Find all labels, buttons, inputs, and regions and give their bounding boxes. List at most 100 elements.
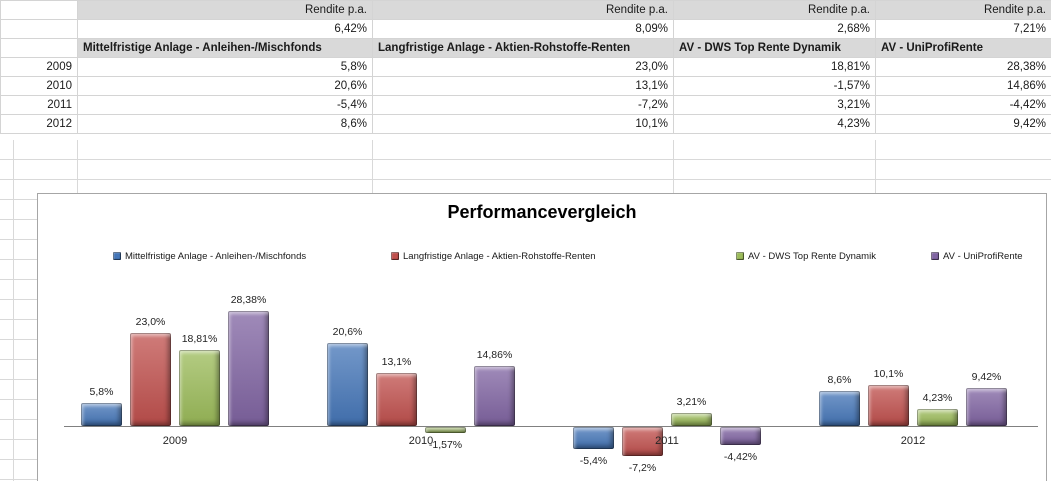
bar-label: -4,42% xyxy=(723,451,758,463)
legend-marker-icon xyxy=(736,252,744,260)
gridline-col-c xyxy=(372,140,373,193)
gridline-col-a xyxy=(13,140,14,481)
gridline-col-b xyxy=(77,140,78,193)
cell-value[interactable]: 5,8% xyxy=(77,57,373,77)
cell-rendite-value[interactable]: 6,42% xyxy=(77,19,373,39)
bar[interactable] xyxy=(720,427,761,445)
cell-value[interactable]: 28,38% xyxy=(875,57,1051,77)
legend-marker-icon xyxy=(113,252,121,260)
table-row: 6,42% 8,09% 2,68% 7,21% xyxy=(0,19,1051,39)
legend-marker-icon xyxy=(391,252,399,260)
bar-label: -5,4% xyxy=(579,455,608,467)
bar-label: 18,81% xyxy=(181,333,218,345)
legend-label: Mittelfristige Anlage - Anleihen-/Mischf… xyxy=(125,250,307,262)
x-axis-line xyxy=(64,426,1038,427)
legend-item[interactable]: AV - UniProfiRente xyxy=(931,250,1023,262)
cell-rendite-label[interactable]: Rendite p.a. xyxy=(77,0,373,20)
bar-label: -1,57% xyxy=(428,439,463,451)
bar[interactable] xyxy=(228,311,269,426)
cell-column-header[interactable]: Mittelfristige Anlage - Anleihen-/Mischf… xyxy=(77,38,373,58)
bar-label: 14,86% xyxy=(476,349,513,361)
bar[interactable] xyxy=(376,373,417,426)
bar-label: -7,2% xyxy=(628,462,657,474)
legend-label: Langfristige Anlage - Aktien-Rohstoffe-R… xyxy=(403,250,596,262)
cell-value[interactable]: 14,86% xyxy=(875,76,1051,96)
cell-rendite-value[interactable]: 8,09% xyxy=(372,19,674,39)
bar[interactable] xyxy=(327,343,368,426)
bar[interactable] xyxy=(868,385,909,426)
legend-item[interactable]: Mittelfristige Anlage - Anleihen-/Mischf… xyxy=(113,250,306,262)
bar[interactable] xyxy=(622,427,663,456)
chart-title: Performancevergleich xyxy=(447,202,637,222)
cell-rendite-label[interactable]: Rendite p.a. xyxy=(673,0,876,20)
cell-value[interactable]: 4,23% xyxy=(673,114,876,134)
performance-chart[interactable]: Performancevergleich Mittelfristige Anla… xyxy=(37,193,1047,481)
cell-value[interactable]: -7,2% xyxy=(372,95,674,115)
cell-value[interactable]: 10,1% xyxy=(372,114,674,134)
bar[interactable] xyxy=(179,350,220,426)
cell-column-header[interactable]: AV - UniProfiRente xyxy=(875,38,1051,58)
data-table: Rendite p.a. Rendite p.a. Rendite p.a. R… xyxy=(0,0,1051,134)
table-row: 2010 20,6% 13,1% -1,57% 14,86% xyxy=(0,76,1051,96)
cell-value[interactable]: 13,1% xyxy=(372,76,674,96)
bar-label: 9,42% xyxy=(971,371,1002,383)
cell-column-header[interactable]: Langfristige Anlage - Aktien-Rohstoffe-R… xyxy=(372,38,674,58)
bar[interactable] xyxy=(573,427,614,449)
table-row: 2011 -5,4% -7,2% 3,21% -4,42% xyxy=(0,95,1051,115)
cell-value[interactable]: 3,21% xyxy=(673,95,876,115)
legend-item[interactable]: Langfristige Anlage - Aktien-Rohstoffe-R… xyxy=(391,250,596,262)
cell-value[interactable]: 23,0% xyxy=(372,57,674,77)
cell-rendite-label[interactable]: Rendite p.a. xyxy=(875,0,1051,20)
bar-label: 8,6% xyxy=(827,374,852,386)
cell-value[interactable]: -1,57% xyxy=(673,76,876,96)
legend-marker-icon xyxy=(931,252,939,260)
bar-label: 4,23% xyxy=(922,392,953,404)
cell-rendite-label[interactable]: Rendite p.a. xyxy=(372,0,674,20)
gridline-col-e xyxy=(875,140,876,193)
cell-value[interactable]: -4,42% xyxy=(875,95,1051,115)
cell-rendite-value[interactable]: 7,21% xyxy=(875,19,1051,39)
bar[interactable] xyxy=(81,403,122,426)
cell-empty[interactable] xyxy=(0,0,78,20)
bar-label: 23,0% xyxy=(135,316,166,328)
gridline-col-d xyxy=(673,140,674,193)
cell-value[interactable]: 9,42% xyxy=(875,114,1051,134)
cell-year[interactable]: 2010 xyxy=(0,76,78,96)
cell-value[interactable]: 18,81% xyxy=(673,57,876,77)
bar-label: 5,8% xyxy=(89,386,114,398)
bar-label: 10,1% xyxy=(873,368,904,380)
cell-empty[interactable] xyxy=(0,19,78,39)
cell-value[interactable]: 8,6% xyxy=(77,114,373,134)
cell-empty[interactable] xyxy=(0,38,78,58)
category-label: 2009 xyxy=(162,435,188,447)
bar-label: 3,21% xyxy=(676,396,707,408)
gridlines-left-strip xyxy=(0,140,37,481)
table-row: 2009 5,8% 23,0% 18,81% 28,38% xyxy=(0,57,1051,77)
bar[interactable] xyxy=(425,427,466,433)
cell-year[interactable]: 2009 xyxy=(0,57,78,77)
cell-value[interactable]: -5,4% xyxy=(77,95,373,115)
category-label: 2012 xyxy=(900,435,926,447)
category-label: 2011 xyxy=(655,435,679,447)
bar[interactable] xyxy=(819,391,860,426)
bar-label: 28,38% xyxy=(230,294,267,306)
cell-rendite-value[interactable]: 2,68% xyxy=(673,19,876,39)
bar[interactable] xyxy=(917,409,958,426)
cell-value[interactable]: 20,6% xyxy=(77,76,373,96)
gridlines-gap-strip xyxy=(37,140,1051,193)
bar[interactable] xyxy=(130,333,171,426)
table-row: 2012 8,6% 10,1% 4,23% 9,42% xyxy=(0,114,1051,134)
legend-label: AV - DWS Top Rente Dynamik xyxy=(748,250,876,262)
legend-item[interactable]: AV - DWS Top Rente Dynamik xyxy=(736,250,876,262)
bar[interactable] xyxy=(671,413,712,426)
cell-column-header[interactable]: AV - DWS Top Rente Dynamik xyxy=(673,38,876,58)
legend-label: AV - UniProfiRente xyxy=(943,250,1023,262)
cell-year[interactable]: 2012 xyxy=(0,114,78,134)
cell-year[interactable]: 2011 xyxy=(0,95,78,115)
bar-label: 20,6% xyxy=(332,326,363,338)
bar[interactable] xyxy=(966,388,1007,426)
bar[interactable] xyxy=(474,366,515,426)
table-header-row: Mittelfristige Anlage - Anleihen-/Mischf… xyxy=(0,38,1051,58)
category-label: 2010 xyxy=(408,435,434,447)
bar-label: 13,1% xyxy=(381,356,412,368)
